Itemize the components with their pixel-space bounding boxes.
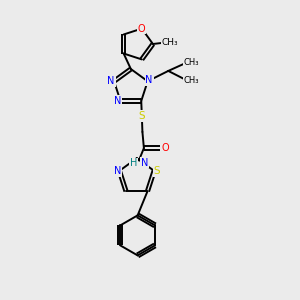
Text: N: N — [114, 166, 122, 176]
Text: H: H — [130, 158, 137, 168]
Text: CH₃: CH₃ — [183, 58, 199, 67]
Text: N: N — [141, 158, 148, 167]
Text: N: N — [114, 96, 121, 106]
Text: CH₃: CH₃ — [161, 38, 178, 47]
Text: O: O — [162, 143, 169, 153]
Text: O: O — [138, 24, 146, 34]
Text: S: S — [154, 166, 160, 176]
Text: CH₃: CH₃ — [183, 76, 199, 85]
Text: N: N — [107, 76, 115, 86]
Text: S: S — [139, 111, 145, 121]
Text: N: N — [146, 75, 153, 85]
